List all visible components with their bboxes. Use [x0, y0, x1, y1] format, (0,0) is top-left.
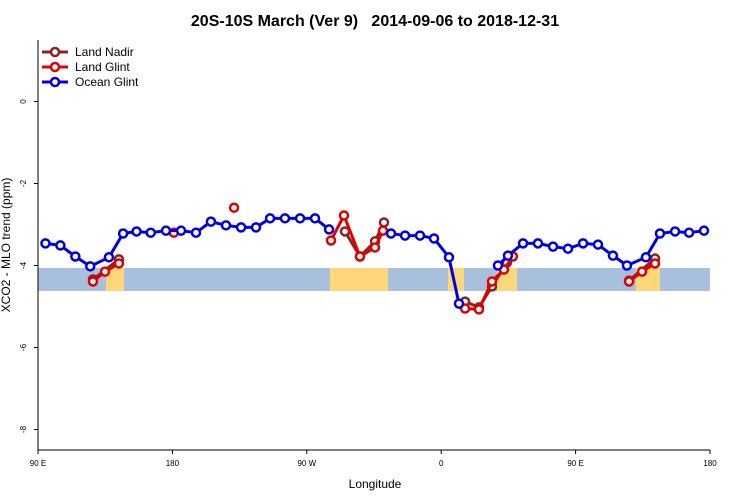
- data-point: [517, 238, 529, 249]
- data-point: [486, 276, 498, 287]
- legend-label: Land Nadir: [75, 45, 134, 59]
- data-point: [55, 240, 66, 251]
- data-point: [492, 260, 504, 271]
- data-point: [453, 298, 465, 309]
- data-point: [160, 225, 172, 236]
- data-point: [399, 230, 411, 241]
- legend-label: Land Glint: [75, 60, 130, 74]
- data-point: [190, 227, 202, 238]
- data-point: [640, 252, 652, 263]
- data-point: [414, 230, 426, 241]
- data-point: [683, 227, 695, 238]
- surface-strip: [38, 268, 710, 291]
- data-point: [654, 228, 666, 239]
- legend-marker: [49, 76, 61, 88]
- x-axis-label: Longitude: [349, 477, 402, 491]
- data-point: [547, 241, 559, 252]
- data-point: [309, 213, 321, 224]
- x-tick-label: 90 E: [30, 459, 46, 468]
- data-point: [698, 225, 710, 236]
- data-point: [117, 228, 129, 239]
- legend-marker: [49, 46, 61, 58]
- data-point: [607, 250, 619, 261]
- data-point: [636, 266, 648, 277]
- data-point: [592, 239, 604, 250]
- data-point: [649, 258, 661, 269]
- data-point: [369, 242, 381, 253]
- data-point: [264, 213, 276, 224]
- x-tick-label: 0: [439, 459, 444, 468]
- data-point: [113, 258, 125, 269]
- data-point: [175, 225, 187, 236]
- y-tick-label: -4: [19, 261, 28, 269]
- y-tick-label: -2: [19, 179, 28, 187]
- data-point: [669, 226, 681, 237]
- y-tick-label: -8: [19, 425, 28, 433]
- data-point: [145, 227, 156, 238]
- data-point: [354, 251, 366, 262]
- y-tick-label: -6: [19, 343, 28, 351]
- data-point: [502, 250, 514, 261]
- data-point: [205, 216, 217, 227]
- chart-title: 20S-10S March (Ver 9) 2014-09-06 to 2018…: [191, 13, 559, 30]
- data-point: [532, 238, 544, 249]
- x-tick-label: 90 W: [297, 459, 316, 468]
- data-point: [385, 228, 397, 239]
- data-point: [377, 225, 389, 236]
- data-point: [85, 261, 96, 272]
- data-point: [99, 266, 111, 277]
- data-point: [338, 210, 350, 221]
- x-tick-label: 90 E: [567, 459, 583, 468]
- data-point: [428, 233, 440, 244]
- data-point: [235, 222, 247, 233]
- data-point: [279, 213, 291, 224]
- data-point: [562, 243, 574, 254]
- data-point: [228, 202, 240, 213]
- data-point: [70, 251, 81, 262]
- legend-label: Ocean Glint: [75, 75, 139, 89]
- y-tick-label: 0: [19, 99, 28, 104]
- data-point: [40, 238, 51, 249]
- data-point: [103, 252, 115, 263]
- data-point: [131, 226, 142, 237]
- data-point: [250, 222, 262, 233]
- data-point: [621, 260, 633, 271]
- y-axis-label: XCO2 - MLO trend (ppm): [0, 178, 13, 313]
- data-point: [87, 276, 99, 287]
- x-tick-label: 180: [166, 459, 180, 468]
- data-point: [623, 276, 635, 287]
- legend-marker: [49, 61, 61, 73]
- x-tick-label: 180: [703, 459, 717, 468]
- data-point: [220, 220, 232, 231]
- data-point: [325, 235, 337, 246]
- data-point: [577, 238, 589, 249]
- data-point: [323, 224, 335, 235]
- data-point: [443, 252, 455, 263]
- data-point: [378, 217, 390, 228]
- data-point: [294, 213, 306, 224]
- data-point: [473, 304, 485, 315]
